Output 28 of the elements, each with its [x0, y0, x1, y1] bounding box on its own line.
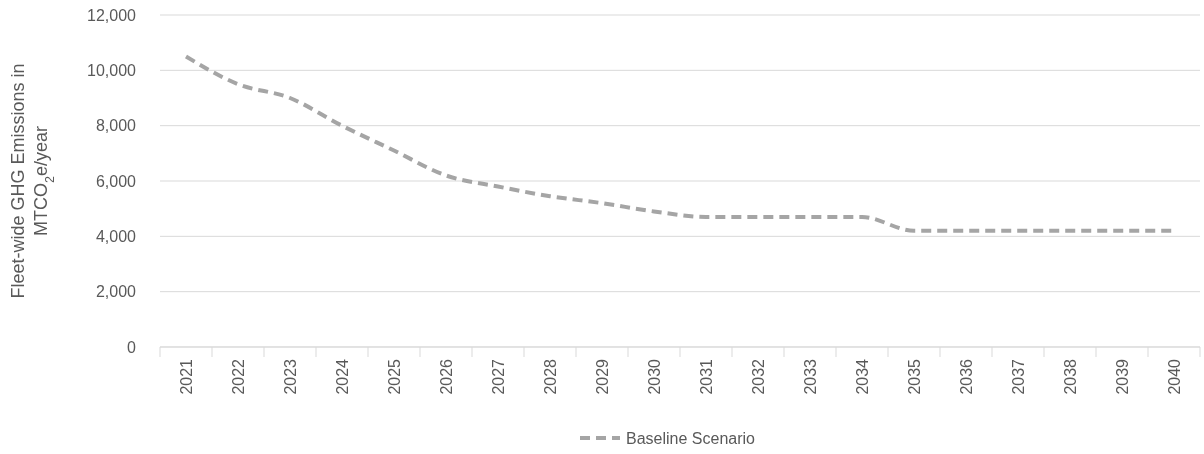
x-tick-label: 2029: [593, 358, 611, 395]
x-tick-label: 2034: [853, 358, 871, 395]
x-tick-label: 2030: [645, 358, 663, 395]
x-tick-label: 2040: [1165, 358, 1183, 395]
x-tick-label: 2022: [229, 358, 247, 395]
x-tick-label: 2031: [697, 358, 715, 395]
y-tick-label: 6,000: [95, 172, 137, 190]
x-tick-label: 2037: [1009, 358, 1027, 395]
x-tick-label: 2025: [385, 358, 403, 395]
x-tick-label: 2021: [177, 358, 195, 395]
legend-label: Baseline Scenario: [626, 429, 756, 447]
y-tick-label: 2,000: [95, 283, 137, 301]
x-tick-label: 2038: [1061, 358, 1079, 395]
y-tick-label: 12,000: [87, 6, 137, 24]
x-tick-label: 2023: [281, 358, 299, 395]
x-tick-label: 2039: [1113, 358, 1131, 395]
y-tick-label: 0: [127, 338, 137, 356]
x-tick-label: 2036: [957, 358, 975, 395]
x-tick-label: 2033: [801, 358, 819, 395]
x-tick-label: 2024: [333, 358, 351, 395]
x-tick-label: 2027: [489, 358, 507, 395]
x-tick-label: 2035: [905, 358, 923, 395]
y-tick-label: 4,000: [95, 227, 137, 245]
x-tick-label: 2032: [749, 358, 767, 395]
x-tick-label: 2026: [437, 358, 455, 395]
x-tick-label: 2028: [541, 358, 559, 395]
y-tick-label: 8,000: [95, 117, 137, 135]
y-tick-label: 10,000: [87, 61, 137, 79]
